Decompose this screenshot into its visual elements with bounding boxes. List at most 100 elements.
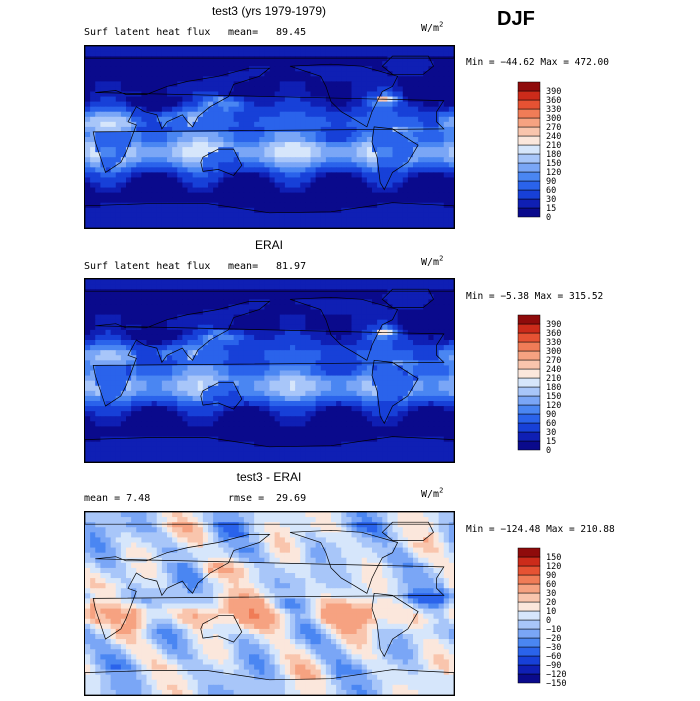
- map-cell: [131, 334, 137, 341]
- map-cell: [197, 355, 204, 361]
- map-cell: [182, 131, 189, 138]
- map-cell: [413, 395, 419, 402]
- map-cell: [438, 279, 445, 285]
- map-cell: [377, 350, 383, 356]
- map-cell: [90, 365, 96, 372]
- map-cell: [187, 431, 194, 438]
- map-cell: [402, 131, 409, 138]
- map-cell: [126, 360, 132, 367]
- map-cell: [356, 355, 363, 361]
- map-cell: [346, 187, 353, 194]
- map-cell: [115, 365, 122, 372]
- map-cell: [110, 167, 117, 173]
- map-cell: [274, 182, 281, 189]
- map-cell: [228, 162, 235, 168]
- map-cell: [341, 431, 347, 438]
- map-cell: [213, 314, 219, 321]
- map-cell: [202, 334, 209, 341]
- map-cell: [131, 81, 137, 88]
- map-cell: [418, 66, 424, 72]
- map-cell: [243, 56, 250, 62]
- map-cell: [372, 345, 378, 351]
- map-cell: [402, 56, 409, 62]
- map-cell: [120, 61, 127, 67]
- map-cell: [126, 172, 132, 179]
- map-cell: [336, 111, 342, 118]
- map-cell: [238, 289, 245, 295]
- map-cell: [249, 177, 255, 184]
- map-cell: [305, 91, 312, 98]
- map-cell: [85, 66, 91, 72]
- map-cell: [249, 96, 255, 103]
- map-cell: [305, 172, 312, 179]
- map-cell: [259, 289, 265, 295]
- map-cell: [351, 324, 358, 331]
- map-cell: [402, 350, 409, 356]
- map-cell: [315, 314, 322, 321]
- map-cell: [85, 426, 91, 433]
- map-cell: [361, 86, 368, 93]
- map-cell: [156, 137, 163, 143]
- map-cell: [372, 304, 378, 311]
- map-cell: [418, 152, 424, 158]
- map-cell: [346, 416, 353, 422]
- map-cell: [233, 202, 240, 209]
- map-cell: [305, 101, 312, 108]
- map-cell: [161, 345, 168, 351]
- map-cell: [264, 101, 271, 108]
- map-cell: [336, 365, 342, 372]
- map-cell: [172, 46, 178, 52]
- map-cell: [310, 192, 317, 199]
- map-cell: [85, 217, 91, 224]
- map-cell: [120, 375, 127, 382]
- map-cell: [264, 441, 271, 448]
- map-cell: [361, 355, 368, 361]
- map-cell: [366, 406, 373, 412]
- map-cell: [192, 421, 199, 428]
- map-cell: [325, 177, 332, 184]
- map-cell: [274, 56, 281, 62]
- map-cell: [141, 157, 148, 163]
- map-cell: [161, 61, 168, 67]
- map-cell: [418, 76, 424, 82]
- map-cell: [131, 152, 137, 158]
- map-cell: [126, 152, 132, 158]
- map-cell: [310, 91, 317, 98]
- map-cell: [131, 395, 137, 402]
- map-cell: [202, 101, 209, 108]
- map-cell: [243, 106, 250, 113]
- map-cell: [243, 334, 250, 341]
- map-cell: [141, 106, 148, 113]
- map-cell: [146, 294, 153, 300]
- map-cell: [320, 406, 327, 412]
- map-cell: [443, 197, 450, 204]
- map-cell: [151, 411, 158, 417]
- map-cell: [249, 131, 255, 138]
- map-cell: [146, 401, 153, 407]
- map-cell: [423, 197, 429, 204]
- map-cell: [290, 390, 296, 397]
- map-cell: [361, 431, 368, 438]
- map-cell: [100, 360, 107, 367]
- map-cell: [413, 360, 419, 367]
- map-cell: [269, 187, 276, 194]
- map-cell: [443, 431, 450, 438]
- map-cell: [136, 334, 142, 341]
- map-cell: [351, 162, 358, 168]
- map-cell: [249, 299, 255, 306]
- map-cell: [392, 212, 399, 219]
- map-cell: [382, 182, 388, 189]
- map-cell: [187, 66, 194, 72]
- map-cell: [279, 202, 286, 209]
- map-cell: [110, 324, 117, 331]
- map-cell: [418, 360, 424, 367]
- map-cell: [387, 46, 394, 52]
- map-cell: [90, 182, 96, 189]
- map-cell: [366, 152, 373, 158]
- map-cell: [274, 147, 281, 153]
- map-cell: [433, 76, 440, 82]
- map-cell: [387, 426, 394, 433]
- map-cell: [100, 385, 107, 392]
- map-cell: [90, 131, 96, 138]
- map-cell: [100, 111, 107, 118]
